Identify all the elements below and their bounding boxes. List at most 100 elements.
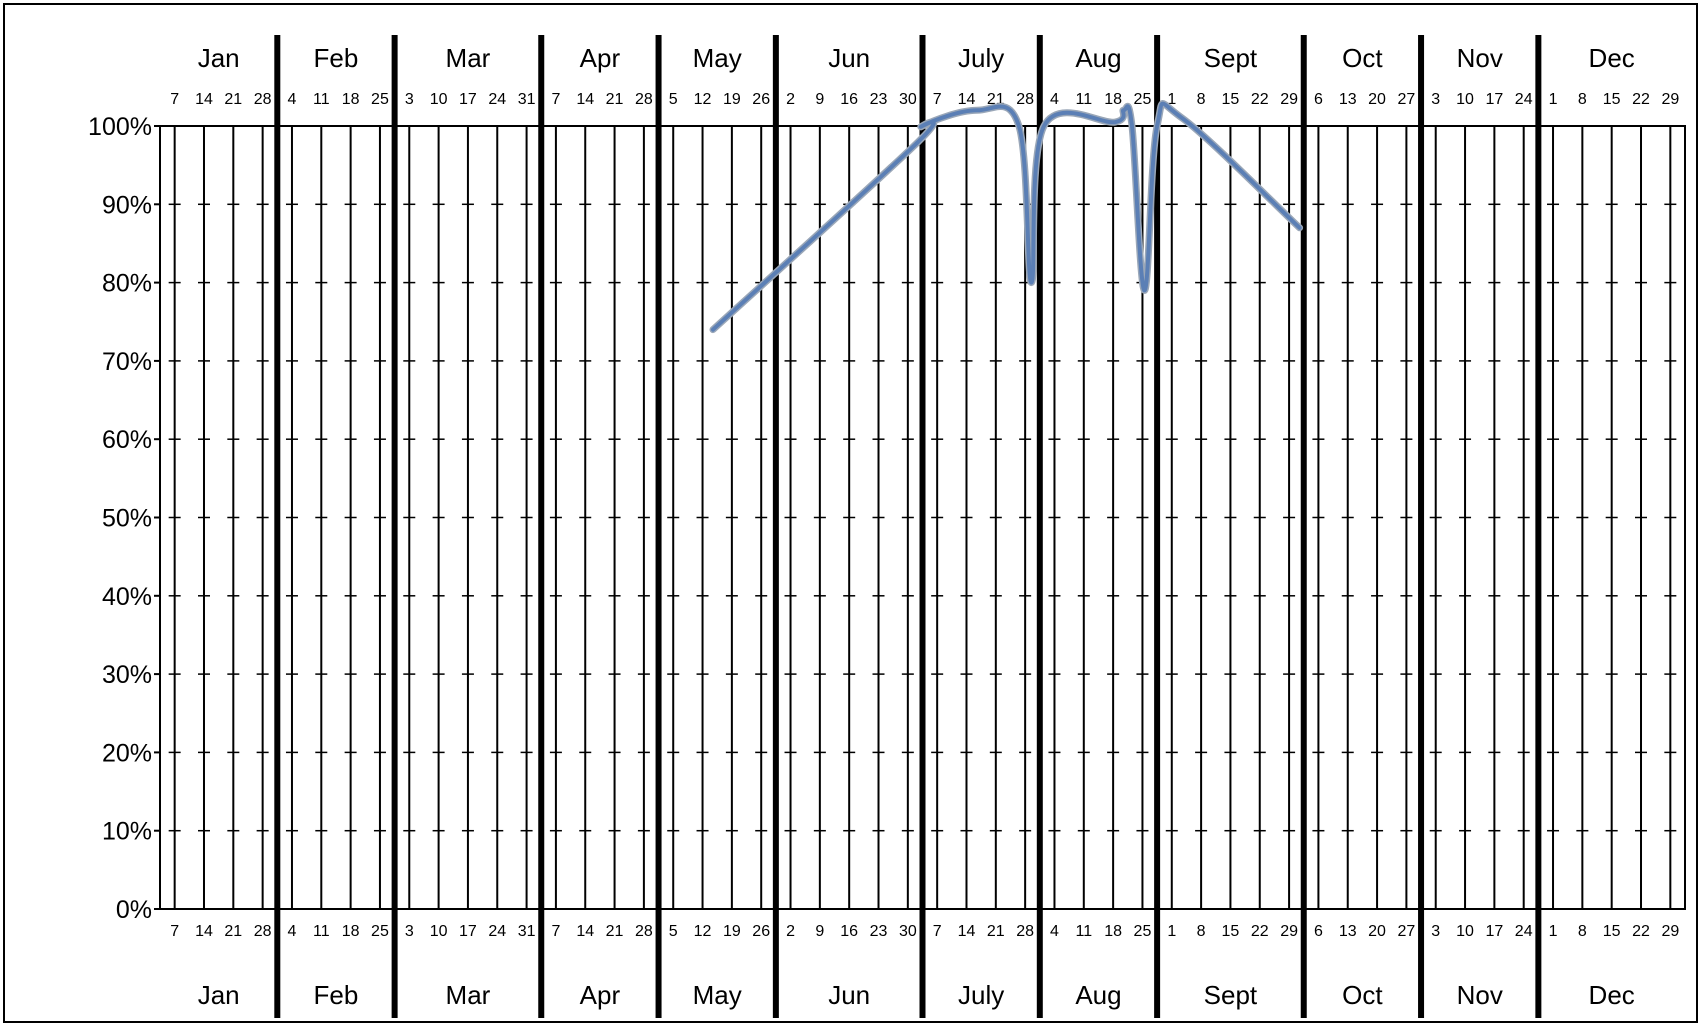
x-tick-label-top: 9 (815, 91, 824, 108)
x-tick-label-top: 25 (371, 91, 389, 108)
month-label-bottom: Dec (1589, 980, 1635, 1010)
x-tick-label-bottom: 8 (1197, 923, 1206, 940)
x-tick-label-top: 22 (1251, 91, 1269, 108)
x-tick-label-bottom: 3 (405, 923, 414, 940)
x-tick-label-top: 14 (958, 91, 976, 108)
x-tick-label-bottom: 15 (1222, 923, 1240, 940)
x-tick-label-bottom: 18 (1104, 923, 1122, 940)
x-tick-label-top: 31 (518, 91, 536, 108)
x-tick-label-top: 8 (1578, 91, 1587, 108)
x-tick-label-top: 10 (430, 91, 448, 108)
chart-frame (3, 3, 1698, 1023)
x-tick-label-top: 4 (288, 91, 297, 108)
x-tick-label-top: 11 (1075, 91, 1092, 108)
x-tick-label-top: 4 (1050, 91, 1059, 108)
x-tick-label-bottom: 25 (371, 923, 389, 940)
x-tick-label-bottom: 22 (1632, 923, 1650, 940)
x-tick-label-bottom: 29 (1280, 923, 1298, 940)
x-tick-label-top: 2 (786, 91, 795, 108)
x-tick-label-bottom: 10 (1456, 923, 1474, 940)
x-tick-label-top: 3 (405, 91, 414, 108)
x-tick-label-bottom: 6 (1314, 923, 1323, 940)
x-tick-label-top: 18 (342, 91, 360, 108)
x-tick-label-top: 8 (1197, 91, 1206, 108)
month-label-top: Mar (446, 43, 491, 73)
y-tick-label: 20% (102, 739, 152, 767)
x-tick-label-top: 15 (1222, 91, 1240, 108)
x-tick-label-bottom: 7 (170, 923, 179, 940)
x-tick-label-top: 25 (1134, 91, 1152, 108)
x-tick-label-top: 11 (313, 91, 330, 108)
x-tick-label-bottom: 10 (430, 923, 448, 940)
x-tick-label-bottom: 1 (1167, 923, 1176, 940)
x-tick-label-bottom: 19 (723, 923, 741, 940)
x-tick-label-bottom: 27 (1397, 923, 1415, 940)
x-tick-label-bottom: 8 (1578, 923, 1587, 940)
x-tick-label-bottom: 22 (1251, 923, 1269, 940)
month-label-bottom: Oct (1342, 980, 1383, 1010)
x-tick-label-bottom: 29 (1661, 923, 1679, 940)
x-tick-label-bottom: 28 (1016, 923, 1034, 940)
x-tick-label-top: 7 (551, 91, 560, 108)
month-label-top: May (693, 43, 742, 73)
x-tick-label-bottom: 28 (635, 923, 653, 940)
y-tick-label: 10% (102, 818, 152, 846)
x-tick-label-bottom: 12 (694, 923, 712, 940)
x-tick-label-bottom: 5 (669, 923, 678, 940)
x-tick-label-bottom: 25 (1134, 923, 1152, 940)
x-tick-label-top: 10 (1456, 91, 1474, 108)
x-tick-label-bottom: 15 (1603, 923, 1621, 940)
x-tick-label-bottom: 26 (752, 923, 770, 940)
month-label-bottom: Apr (580, 980, 621, 1010)
x-tick-label-top: 16 (840, 91, 858, 108)
month-label-bottom: Aug (1075, 980, 1121, 1010)
x-tick-label-top: 24 (1515, 91, 1533, 108)
x-tick-label-bottom: 21 (987, 923, 1005, 940)
x-tick-label-bottom: 7 (551, 923, 560, 940)
x-tick-label-top: 14 (576, 91, 594, 108)
x-tick-label-top: 12 (694, 91, 712, 108)
x-tick-label-bottom: 14 (576, 923, 594, 940)
x-tick-label-bottom: 13 (1339, 923, 1357, 940)
x-tick-label-top: 19 (723, 91, 741, 108)
month-label-top: Feb (314, 43, 359, 73)
x-tick-label-bottom: 16 (840, 923, 858, 940)
x-tick-label-bottom: 30 (899, 923, 917, 940)
month-label-bottom: Nov (1457, 980, 1503, 1010)
x-tick-label-top: 24 (488, 91, 506, 108)
x-tick-label-bottom: 18 (342, 923, 360, 940)
x-tick-label-top: 1 (1549, 91, 1558, 108)
month-label-top: Jun (828, 43, 870, 73)
x-tick-label-top: 29 (1280, 91, 1298, 108)
x-tick-label-top: 27 (1397, 91, 1415, 108)
x-tick-label-bottom: 24 (488, 923, 506, 940)
x-tick-label-top: 18 (1104, 91, 1122, 108)
month-label-top: Jan (198, 43, 240, 73)
y-tick-label: 80% (102, 270, 152, 298)
x-tick-label-top: 1 (1167, 91, 1176, 108)
y-tick-label: 50% (102, 505, 152, 533)
x-tick-label-top: 14 (195, 91, 213, 108)
month-label-top: Dec (1589, 43, 1635, 73)
x-tick-label-bottom: 17 (459, 923, 477, 940)
x-tick-label-top: 6 (1314, 91, 1323, 108)
x-tick-label-top: 23 (870, 91, 888, 108)
x-tick-label-top: 28 (1016, 91, 1034, 108)
x-tick-label-bottom: 21 (606, 923, 624, 940)
x-tick-label-top: 3 (1431, 91, 1440, 108)
month-label-top: Sept (1204, 43, 1258, 73)
x-tick-label-bottom: 4 (1050, 923, 1059, 940)
y-tick-label: 30% (102, 661, 152, 689)
x-tick-label-top: 26 (752, 91, 770, 108)
month-label-top: Aug (1075, 43, 1121, 73)
x-tick-label-bottom: 1 (1549, 923, 1558, 940)
y-tick-label: 60% (102, 426, 152, 454)
x-tick-label-bottom: 4 (288, 923, 297, 940)
month-label-bottom: Jun (828, 980, 870, 1010)
month-label-bottom: Feb (314, 980, 359, 1010)
x-tick-label-top: 15 (1603, 91, 1621, 108)
month-label-top: Apr (580, 43, 621, 73)
x-tick-label-top: 22 (1632, 91, 1650, 108)
x-tick-label-top: 21 (224, 91, 242, 108)
